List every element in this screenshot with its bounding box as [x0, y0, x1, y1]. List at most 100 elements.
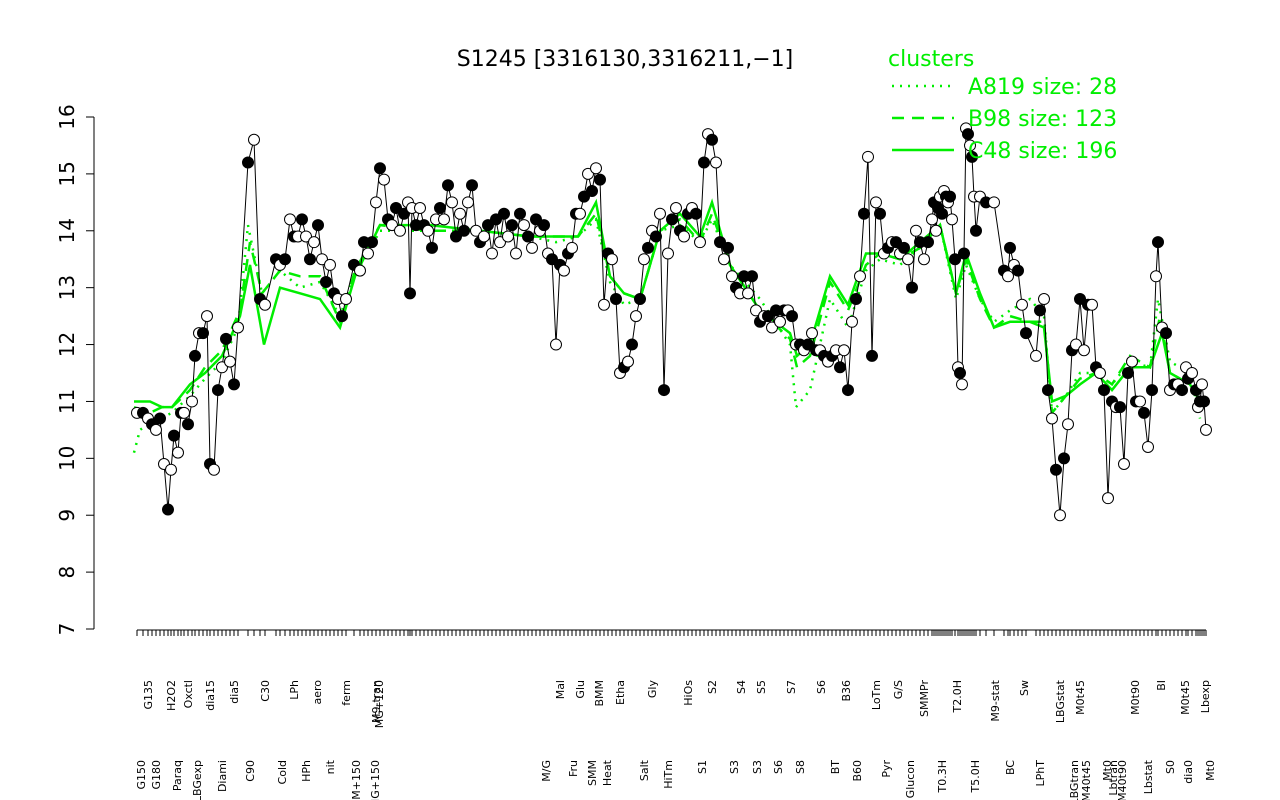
- x-tick-label: dia0: [1182, 760, 1195, 784]
- data-point: [1160, 327, 1172, 340]
- data-point: [1198, 395, 1210, 408]
- data-point: [842, 384, 854, 397]
- data-point: [622, 355, 634, 368]
- x-tick-label: HiOs: [682, 680, 695, 706]
- x-tick-label: B36: [840, 680, 853, 702]
- data-point: [802, 338, 814, 351]
- data-point: [466, 179, 478, 192]
- data-point: [1030, 349, 1042, 362]
- x-tick-label: M40t90: [1116, 760, 1129, 800]
- data-point: [962, 128, 974, 141]
- data-point: [506, 219, 518, 232]
- data-point: [490, 213, 502, 226]
- data-point: [566, 241, 578, 254]
- x-tick-label: Fru: [567, 760, 580, 777]
- data-point: [212, 384, 224, 397]
- data-point: [1004, 241, 1016, 254]
- data-point: [300, 230, 312, 243]
- data-point: [866, 349, 878, 362]
- y-tick-label: 13: [55, 275, 79, 300]
- data-point: [694, 236, 706, 249]
- y-tick-label: 7: [55, 623, 79, 636]
- data-point: [1200, 423, 1212, 436]
- x-tick-label: LPhT: [1034, 760, 1047, 787]
- data-point: [1046, 412, 1058, 425]
- x-tick-label: GM+150: [350, 760, 363, 800]
- x-tick-label: S8: [794, 760, 807, 774]
- data-point: [426, 241, 438, 254]
- data-point: [582, 167, 594, 180]
- x-tick-label: G135: [142, 680, 155, 710]
- x-tick-label: Heat: [601, 759, 614, 786]
- data-point: [522, 230, 534, 243]
- data-point: [650, 230, 662, 243]
- data-point: [284, 213, 296, 226]
- data-point: [630, 310, 642, 323]
- legend: clusters A819 size: 28 B98 size: 123 C48 s…: [888, 47, 1117, 164]
- data-point: [320, 275, 332, 288]
- legend-title: clusters: [888, 47, 974, 72]
- x-tick-label: MG+150: [369, 760, 382, 800]
- data-point: [1012, 264, 1024, 277]
- x-tick-label: dia15: [204, 680, 217, 711]
- x-tick-label: Pyr: [880, 760, 893, 778]
- y-axis: 7 8 9 10 11 12 13 14 15 16: [55, 104, 95, 636]
- series-line: [137, 128, 1207, 516]
- x-tick-label: Cold: [276, 760, 289, 784]
- data-point: [312, 219, 324, 232]
- data-point: [958, 247, 970, 260]
- data-point: [874, 207, 886, 220]
- x-tick-label: S0: [1164, 760, 1177, 774]
- data-point: [486, 247, 498, 260]
- data-point: [414, 202, 426, 215]
- data-point: [862, 150, 874, 163]
- x-tick-label: S7: [785, 680, 798, 694]
- x-tick-label: M9-tran: [370, 680, 383, 723]
- data-point: [590, 162, 602, 175]
- data-point: [458, 224, 470, 237]
- data-point: [454, 207, 466, 220]
- data-point: [846, 315, 858, 328]
- data-point: [642, 241, 654, 254]
- data-point: [316, 253, 328, 266]
- data-point: [450, 230, 462, 243]
- data-point: [988, 196, 1000, 209]
- x-tick-label: S3: [751, 760, 764, 774]
- data-point: [718, 253, 730, 266]
- data-point: [165, 463, 177, 476]
- data-point: [1102, 492, 1114, 505]
- data-point: [598, 298, 610, 311]
- data-point: [1094, 367, 1106, 379]
- data-point: [666, 213, 678, 226]
- data-point: [324, 258, 336, 271]
- x-tick-label: BI: [1155, 680, 1168, 691]
- data-point: [224, 355, 236, 368]
- data-point: [510, 247, 522, 260]
- data-point: [340, 293, 352, 306]
- data-point: [189, 349, 201, 362]
- data-point: [654, 207, 666, 220]
- x-tick-label: BC: [1004, 760, 1017, 775]
- data-point: [296, 213, 308, 226]
- data-point: [578, 190, 590, 203]
- legend-entry: B98 size: 123: [968, 107, 1117, 132]
- data-point: [1196, 378, 1208, 391]
- data-point: [336, 310, 348, 323]
- data-point: [366, 236, 378, 249]
- x-tick-label: LBGstat: [1054, 679, 1067, 723]
- data-point: [918, 253, 930, 266]
- data-point: [1114, 401, 1126, 414]
- x-tick-label: Mt0: [1101, 760, 1114, 781]
- data-point: [404, 287, 416, 300]
- x-tick-label: S3: [728, 760, 741, 774]
- legend-entry: C48 size: 196: [968, 139, 1117, 164]
- x-tick-label: G/S: [892, 680, 905, 699]
- data-point: [220, 332, 232, 345]
- data-point: [248, 133, 260, 146]
- x-tick-label: M/G: [540, 760, 553, 782]
- data-point: [766, 321, 778, 334]
- data-point: [964, 139, 976, 152]
- x-tick-label: T5.0H: [969, 760, 982, 793]
- data-point: [806, 327, 818, 340]
- x-tick-label: G150: [135, 760, 148, 790]
